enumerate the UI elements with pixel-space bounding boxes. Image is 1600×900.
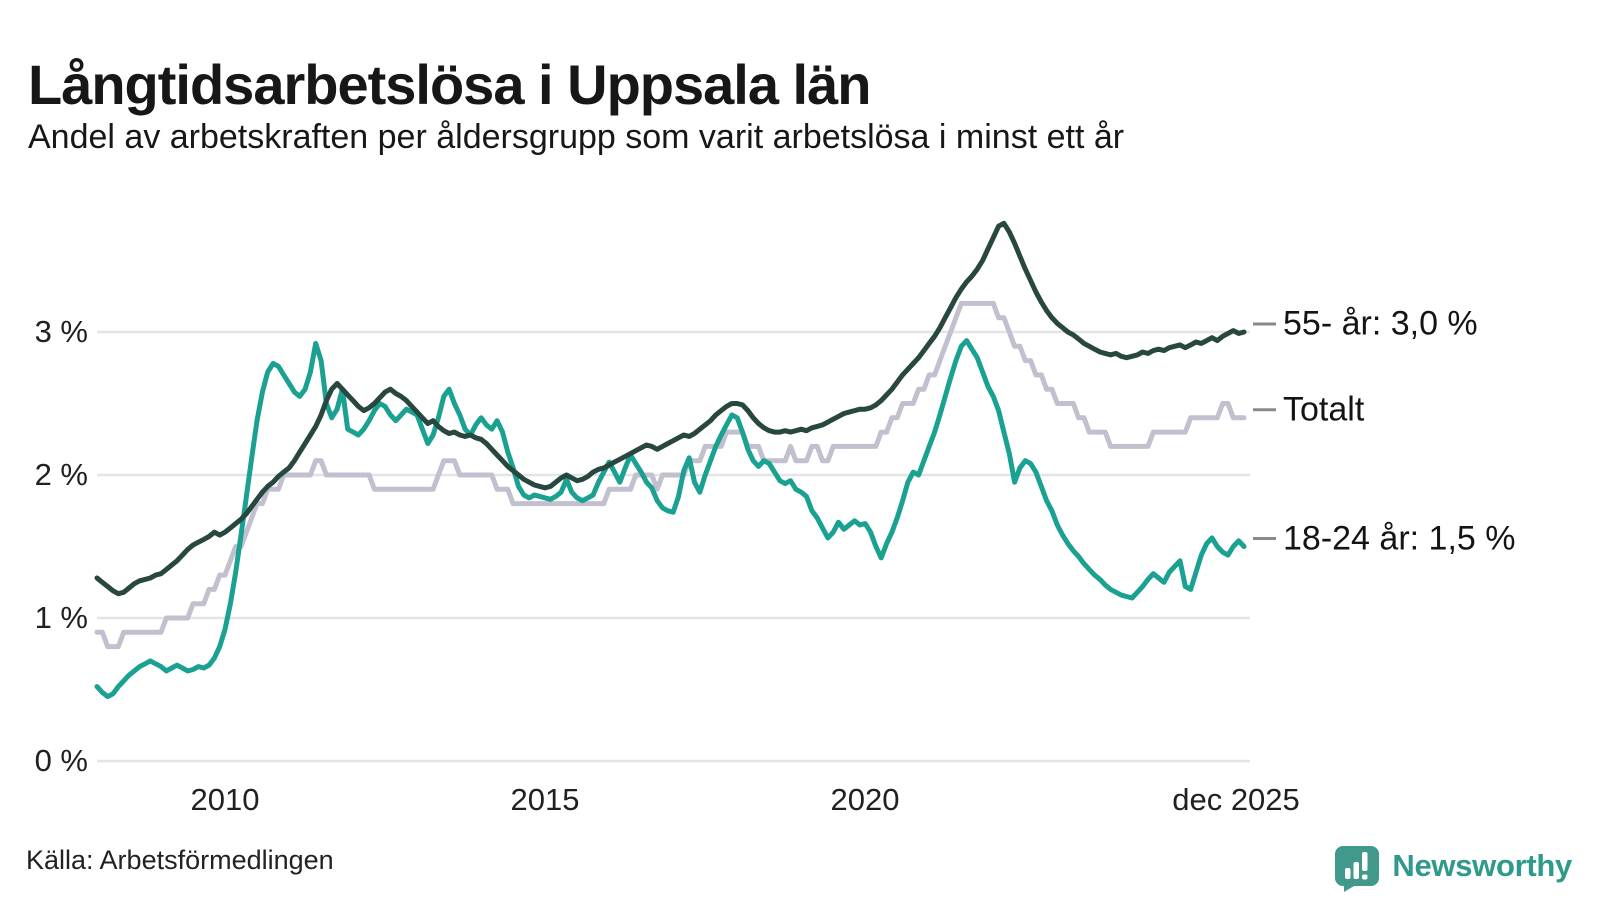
y-tick-label-2: 2 % bbox=[34, 457, 88, 492]
brand-name: Newsworthy bbox=[1392, 848, 1572, 883]
x-tick-label-2015: 2015 bbox=[510, 782, 580, 817]
gridlines bbox=[97, 330, 1250, 763]
page-title: Långtidsarbetslösa i Uppsala län bbox=[28, 52, 871, 116]
source-note: Källa: Arbetsförmedlingen bbox=[26, 845, 334, 875]
y-tick-label-3: 3 % bbox=[34, 314, 88, 349]
series-line-18-24-r bbox=[94, 338, 1247, 700]
x-tick-label-dec-2025: dec 2025 bbox=[1172, 782, 1300, 817]
end-label-18-24-r: 18-24 år: 1,5 % bbox=[1283, 519, 1516, 557]
series-line-55-r bbox=[94, 220, 1247, 597]
x-tick-label-2010: 2010 bbox=[190, 782, 260, 817]
end-label-Totalt: Totalt bbox=[1283, 390, 1365, 429]
newsworthy-bubble-icon bbox=[1335, 846, 1380, 892]
end-label-55-r: 55- år: 3,0 % bbox=[1283, 304, 1478, 343]
page-subtitle: Andel av arbetskraften per åldersgrupp s… bbox=[28, 118, 1125, 156]
y-tick-label-0: 0 % bbox=[34, 743, 88, 778]
legend-dashes bbox=[1253, 322, 1276, 540]
x-tick-label-2020: 2020 bbox=[830, 782, 900, 817]
series-line-Totalt bbox=[94, 300, 1247, 650]
brand-logo: Newsworthy bbox=[1334, 840, 1572, 892]
series-lines bbox=[94, 220, 1247, 700]
y-tick-label-1: 1 % bbox=[34, 600, 88, 635]
